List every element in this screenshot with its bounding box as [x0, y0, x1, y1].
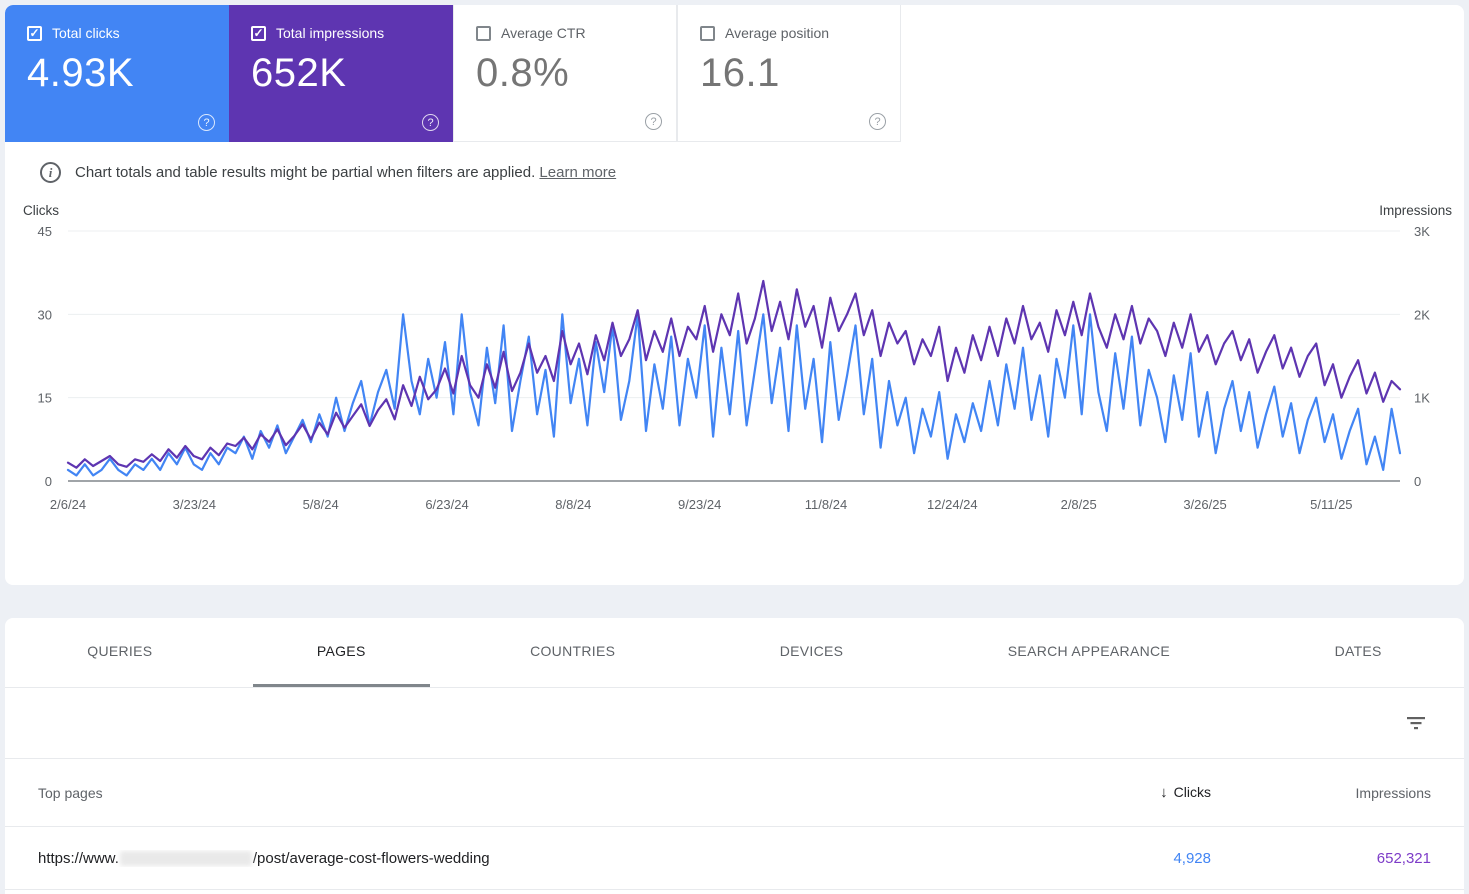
clicks-impressions-chart[interactable]: 45 3K 30 2K 15 1K 0 0 Clicks Impressions 2/6/24 3/2…	[5, 201, 1464, 531]
card-total-impressions[interactable]: ✓ Total impressions 652K ?	[229, 5, 453, 142]
svg-text:3/26/25: 3/26/25	[1183, 497, 1226, 512]
help-icon[interactable]: ?	[198, 114, 215, 131]
info-icon: i	[40, 162, 61, 183]
performance-chart[interactable]: 45 3K 30 2K 15 1K 0 0 Clicks Impressions 2/6/24 3/2…	[5, 201, 1464, 536]
card-total-impressions-label: Total impressions	[276, 25, 385, 41]
sort-desc-icon: ↓	[1160, 784, 1168, 801]
svg-text:0: 0	[1414, 474, 1421, 489]
checkbox-total-clicks[interactable]: ✓	[27, 25, 42, 41]
svg-text:Clicks: Clicks	[23, 203, 59, 218]
svg-text:5/8/24: 5/8/24	[303, 497, 339, 512]
card-total-impressions-value: 652K	[251, 51, 347, 95]
column-header-top-pages: Top pages	[38, 784, 103, 801]
svg-text:45: 45	[38, 224, 52, 239]
metric-cards-row: ✓ Total clicks 4.93K ? ✓ Total impressio…	[5, 5, 1464, 142]
column-header-impressions[interactable]: Impressions	[1355, 784, 1431, 801]
learn-more-link[interactable]: Learn more	[539, 164, 617, 181]
card-average-ctr-value: 0.8%	[476, 51, 570, 95]
card-average-position-value: 16.1	[700, 51, 780, 95]
tab-queries[interactable]: QUERIES	[87, 643, 153, 659]
svg-text:1K: 1K	[1414, 391, 1430, 406]
checkbox-average-position[interactable]	[700, 25, 715, 41]
card-average-position-label: Average position	[725, 25, 830, 41]
tab-countries[interactable]: COUNTRIES	[530, 643, 616, 659]
row-clicks-value: 4,928	[1173, 849, 1211, 867]
row-impressions-value: 652,321	[1376, 849, 1431, 867]
table-toolbar	[5, 688, 1464, 759]
partial-data-notice: i Chart totals and table results might b…	[5, 142, 1464, 183]
svg-text:2K: 2K	[1414, 307, 1430, 322]
svg-text:6/23/24: 6/23/24	[425, 497, 468, 512]
table-header: Top pages ↓ Clicks Impressions	[5, 759, 1464, 827]
dimension-tabs: QUERIES PAGES COUNTRIES DEVICES SEARCH A…	[5, 618, 1464, 688]
svg-text:30: 30	[38, 307, 52, 322]
card-average-position[interactable]: Average position 16.1 ?	[677, 5, 901, 142]
card-average-ctr-label: Average CTR	[501, 25, 586, 41]
svg-text:12/24/24: 12/24/24	[927, 497, 978, 512]
svg-text:2/8/25: 2/8/25	[1061, 497, 1097, 512]
tab-dates[interactable]: DATES	[1334, 643, 1382, 659]
svg-text:3K: 3K	[1414, 224, 1430, 239]
svg-text:Impressions: Impressions	[1379, 203, 1452, 218]
column-header-clicks[interactable]: ↓ Clicks	[1160, 784, 1211, 801]
card-total-clicks[interactable]: ✓ Total clicks 4.93K ?	[5, 5, 229, 142]
svg-text:0: 0	[45, 474, 52, 489]
help-icon[interactable]: ?	[869, 113, 886, 130]
filter-list-icon[interactable]	[1400, 709, 1432, 737]
svg-text:5/11/25: 5/11/25	[1310, 497, 1352, 512]
svg-text:15: 15	[38, 391, 52, 406]
dimensions-panel: QUERIES PAGES COUNTRIES DEVICES SEARCH A…	[5, 618, 1464, 894]
card-total-clicks-value: 4.93K	[27, 51, 135, 95]
svg-text:2/6/24: 2/6/24	[50, 497, 86, 512]
card-total-clicks-label: Total clicks	[52, 25, 120, 41]
tab-search-appearance[interactable]: SEARCH APPEARANCE	[1007, 643, 1171, 659]
page-url[interactable]: https://www./post/average-cost-flowers-w…	[38, 849, 490, 867]
performance-panel: ✓ Total clicks 4.93K ? ✓ Total impressio…	[5, 5, 1464, 585]
help-icon[interactable]: ?	[645, 113, 662, 130]
svg-text:11/8/24: 11/8/24	[805, 497, 847, 512]
svg-text:9/23/24: 9/23/24	[678, 497, 721, 512]
svg-text:3/23/24: 3/23/24	[173, 497, 216, 512]
tab-devices[interactable]: DEVICES	[779, 643, 844, 659]
redacted-url-segment	[119, 851, 252, 867]
svg-text:8/8/24: 8/8/24	[555, 497, 591, 512]
checkbox-average-ctr[interactable]	[476, 25, 491, 41]
help-icon[interactable]: ?	[422, 114, 439, 131]
card-average-ctr[interactable]: Average CTR 0.8% ?	[453, 5, 677, 142]
table-row[interactable]: https://www./post/average-cost-flowers-w…	[5, 827, 1464, 890]
checkbox-total-impressions[interactable]: ✓	[251, 25, 266, 41]
notice-text: Chart totals and table results might be …	[75, 164, 536, 181]
tab-pages[interactable]: PAGES	[252, 618, 430, 687]
